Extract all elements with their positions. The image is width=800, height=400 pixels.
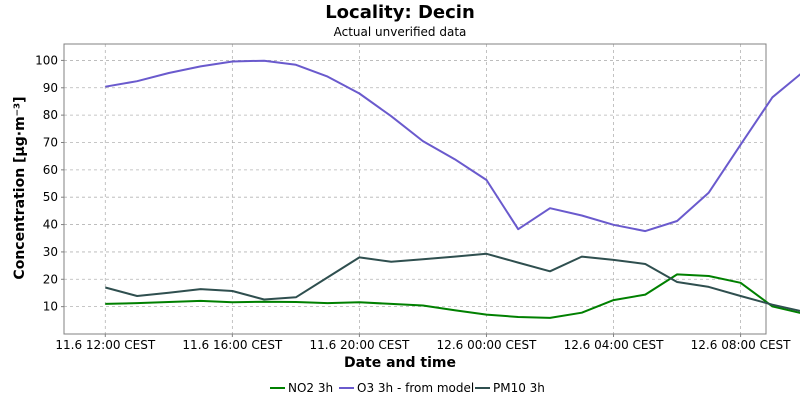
x-axis-label: Date and time bbox=[344, 355, 456, 371]
series-line-o3-3h-from-model bbox=[105, 59, 800, 233]
y-tick-label: 90 bbox=[43, 81, 58, 95]
y-tick-label: 40 bbox=[43, 218, 58, 232]
y-tick-labels: 10 20 30 40 50 60 70 80 90 100 bbox=[35, 53, 58, 313]
chart-title: Locality: Decin bbox=[325, 2, 475, 23]
x-tick-label: 11.6 20:00 CEST bbox=[309, 338, 410, 352]
series-lines bbox=[105, 59, 800, 319]
y-tick-label: 50 bbox=[43, 190, 58, 204]
x-tick-label: 11.6 16:00 CEST bbox=[182, 338, 283, 352]
y-tick-label: 10 bbox=[43, 300, 58, 314]
axes bbox=[61, 43, 767, 337]
legend-label: O3 3h - from model bbox=[357, 381, 474, 395]
plot-frame bbox=[63, 43, 767, 335]
y-axis-label: Concentration [µg·m⁻³] bbox=[12, 96, 28, 279]
y-tick-label: 20 bbox=[43, 272, 58, 286]
legend-label: NO2 3h bbox=[288, 381, 333, 395]
x-tick-label: 11.6 12:00 CEST bbox=[55, 338, 156, 352]
y-tick-label: 60 bbox=[43, 163, 58, 177]
x-tick-label: 12.6 00:00 CEST bbox=[437, 338, 538, 352]
legend-label: PM10 3h bbox=[493, 381, 545, 395]
x-tick-label: 12.6 08:00 CEST bbox=[691, 338, 792, 352]
plot-background bbox=[64, 44, 766, 334]
x-tick-labels: 11.6 12:00 CEST 11.6 16:00 CEST 11.6 20:00… bbox=[55, 338, 791, 352]
chart-subtitle: Actual unverified data bbox=[334, 25, 467, 39]
series-line-no2-3h bbox=[105, 273, 800, 319]
grid bbox=[64, 44, 766, 334]
y-tick-label: 80 bbox=[43, 108, 58, 122]
x-tick-label: 12.6 04:00 CEST bbox=[564, 338, 665, 352]
y-tick-label: 70 bbox=[43, 135, 58, 149]
series-line-pm10-3h bbox=[105, 252, 800, 312]
legend: NO2 3h O3 3h - from model PM10 3h bbox=[270, 381, 545, 395]
y-tick-label: 30 bbox=[43, 245, 58, 259]
y-tick-label: 100 bbox=[35, 53, 58, 67]
